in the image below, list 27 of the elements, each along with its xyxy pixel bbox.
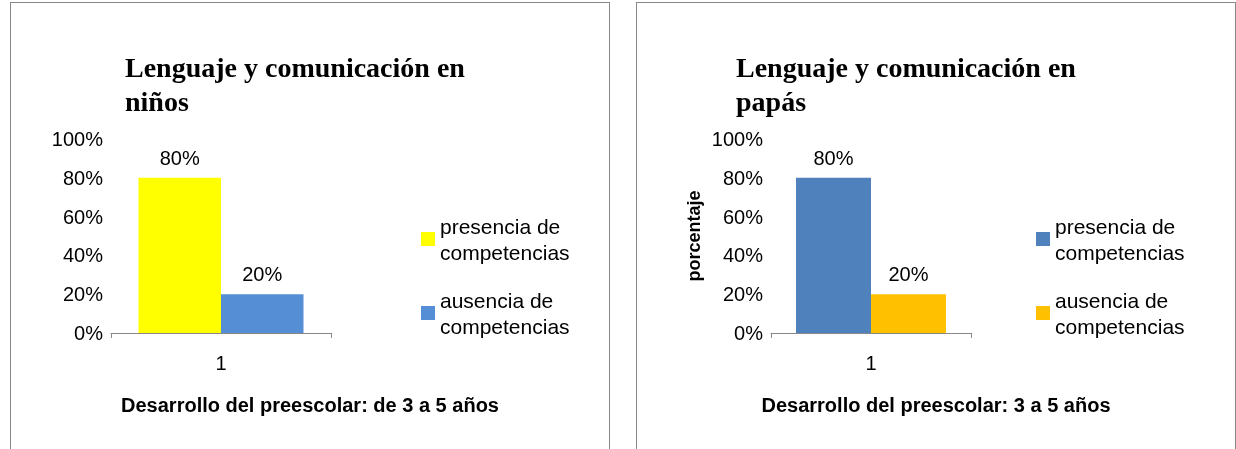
legend-label: presencia de competencias	[440, 214, 570, 264]
y-tick-label: 80%	[62, 166, 104, 189]
y-tick-label: 20%	[62, 283, 104, 306]
y-tick-label: 100%	[51, 128, 104, 150]
y-tick-label: 0%	[734, 322, 764, 344]
data-label: 20%	[242, 263, 283, 286]
legend-label: ausencia de competencias	[1055, 288, 1185, 338]
y-tick-label: 60%	[62, 205, 104, 228]
data-label: 80%	[813, 146, 854, 169]
y-tick-label: 40%	[722, 244, 764, 267]
chart-title: Lenguaje y comunicación en papás	[736, 51, 1083, 117]
y-axis-title: porcentaje	[684, 190, 704, 282]
y-tick-label: 20%	[722, 283, 764, 306]
y-tick-label: 100%	[711, 128, 764, 150]
y-tick-label: 40%	[62, 244, 104, 267]
legend-label: ausencia de competencias	[440, 288, 570, 338]
data-label: 80%	[159, 146, 200, 169]
y-tick-label: 0%	[74, 322, 104, 344]
x-axis-title: Desarrollo del preescolar: de 3 a 5 años	[121, 394, 499, 416]
x-tick-label: 1	[215, 352, 227, 374]
legend-label: presencia de competencias	[1055, 214, 1185, 264]
y-tick-label: 80%	[722, 166, 764, 189]
x-tick-label: 1	[865, 352, 877, 374]
chart-title: Lenguaje y comunicación en niños	[125, 51, 472, 117]
data-label: 20%	[888, 263, 929, 286]
y-tick-label: 60%	[722, 205, 764, 228]
x-axis-title: Desarrollo del preescolar: 3 a 5 años	[761, 394, 1111, 416]
